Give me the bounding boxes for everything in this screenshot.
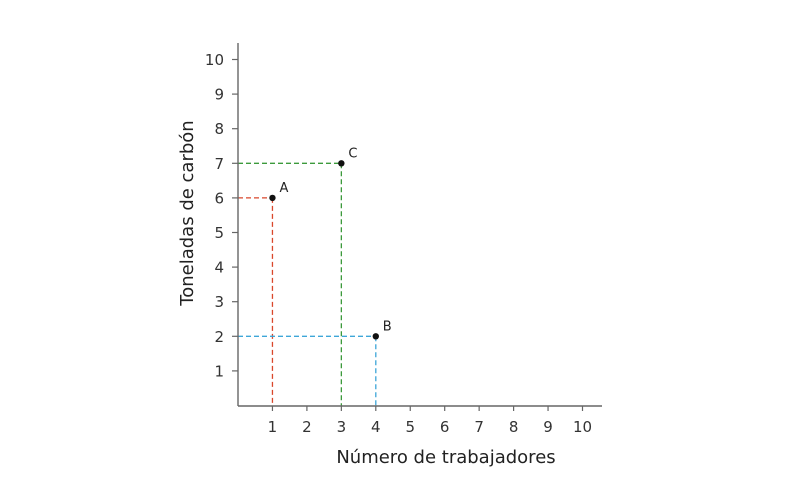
point-b bbox=[372, 333, 379, 340]
x-tick-label: 1 bbox=[268, 418, 278, 436]
y-tick-label: 1 bbox=[214, 362, 224, 380]
x-tick-label: 8 bbox=[509, 418, 519, 436]
guide-lines bbox=[238, 162, 377, 406]
point-label-a: A bbox=[279, 181, 288, 196]
point-label-b: B bbox=[383, 319, 392, 334]
y-tick-label: 10 bbox=[205, 51, 224, 69]
x-tick-label: 4 bbox=[371, 418, 381, 436]
y-tick-label: 5 bbox=[214, 224, 224, 242]
axes bbox=[237, 43, 602, 407]
y-axis-label: Toneladas de carbón bbox=[177, 120, 198, 306]
x-tick-label: 5 bbox=[405, 418, 415, 436]
y-tick-label: 3 bbox=[214, 293, 224, 311]
point-c bbox=[338, 160, 345, 167]
x-tick-label: 6 bbox=[440, 418, 450, 436]
x-ticks: 1 2 3 4 5 6 7 8 9 10 bbox=[268, 406, 592, 436]
x-tick-label: 10 bbox=[573, 418, 592, 436]
y-tick-label: 7 bbox=[214, 155, 224, 173]
x-tick-label: 2 bbox=[302, 418, 312, 436]
y-tick-label: 4 bbox=[214, 259, 224, 277]
point-a bbox=[269, 194, 276, 202]
point-label-c: C bbox=[348, 146, 357, 161]
x-tick-label: 3 bbox=[337, 418, 347, 436]
y-tick-label: 6 bbox=[214, 189, 224, 207]
y-tick-label: 2 bbox=[214, 328, 224, 346]
y-ticks: 1 2 3 4 5 6 7 8 9 10 bbox=[205, 51, 238, 380]
y-tick-label: 9 bbox=[214, 86, 224, 104]
x-axis-label: Número de trabajadores bbox=[336, 447, 555, 468]
y-tick-label: 8 bbox=[214, 120, 224, 138]
x-tick-label: 7 bbox=[474, 418, 484, 436]
data-points: A B C bbox=[269, 146, 392, 340]
x-tick-label: 9 bbox=[543, 418, 553, 436]
